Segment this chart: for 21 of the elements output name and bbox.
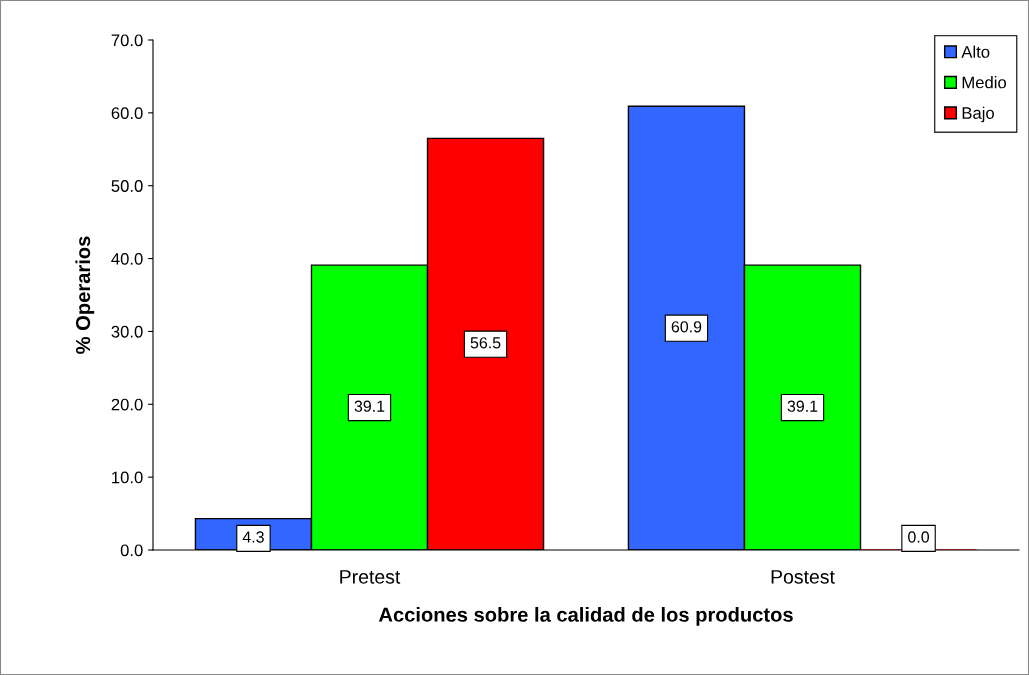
data-label: 4.3 bbox=[242, 531, 264, 543]
y-tick-label: 20.0 bbox=[111, 398, 143, 411]
x-tick-label: Pretest bbox=[340, 570, 401, 584]
y-tick-label: 10.0 bbox=[112, 471, 143, 484]
data-label: 39.1 bbox=[354, 400, 385, 412]
data-label: 0.0 bbox=[908, 531, 930, 543]
data-label: 56.5 bbox=[470, 337, 501, 349]
data-label: 60.9 bbox=[671, 321, 702, 333]
data-label: 39.1 bbox=[787, 400, 818, 412]
legend-label: Bajo bbox=[962, 106, 994, 123]
y-axis-title: % Operarios bbox=[75, 236, 95, 354]
y-tick-label: 70.0 bbox=[111, 34, 143, 47]
legend-label: Medio bbox=[962, 76, 1007, 89]
y-tick-label: 0.0 bbox=[120, 544, 143, 557]
y-tick-label: 60.0 bbox=[111, 107, 143, 120]
y-tick-label: 40.0 bbox=[111, 252, 143, 265]
y-tick-label: 30.0 bbox=[111, 325, 143, 338]
x-tick-label: Postest bbox=[771, 570, 835, 584]
x-axis-title: Acciones sobre la calidad de los productos bbox=[378, 607, 793, 626]
legend-label: Alto bbox=[961, 45, 990, 58]
y-tick-label: 50.0 bbox=[111, 180, 143, 192]
